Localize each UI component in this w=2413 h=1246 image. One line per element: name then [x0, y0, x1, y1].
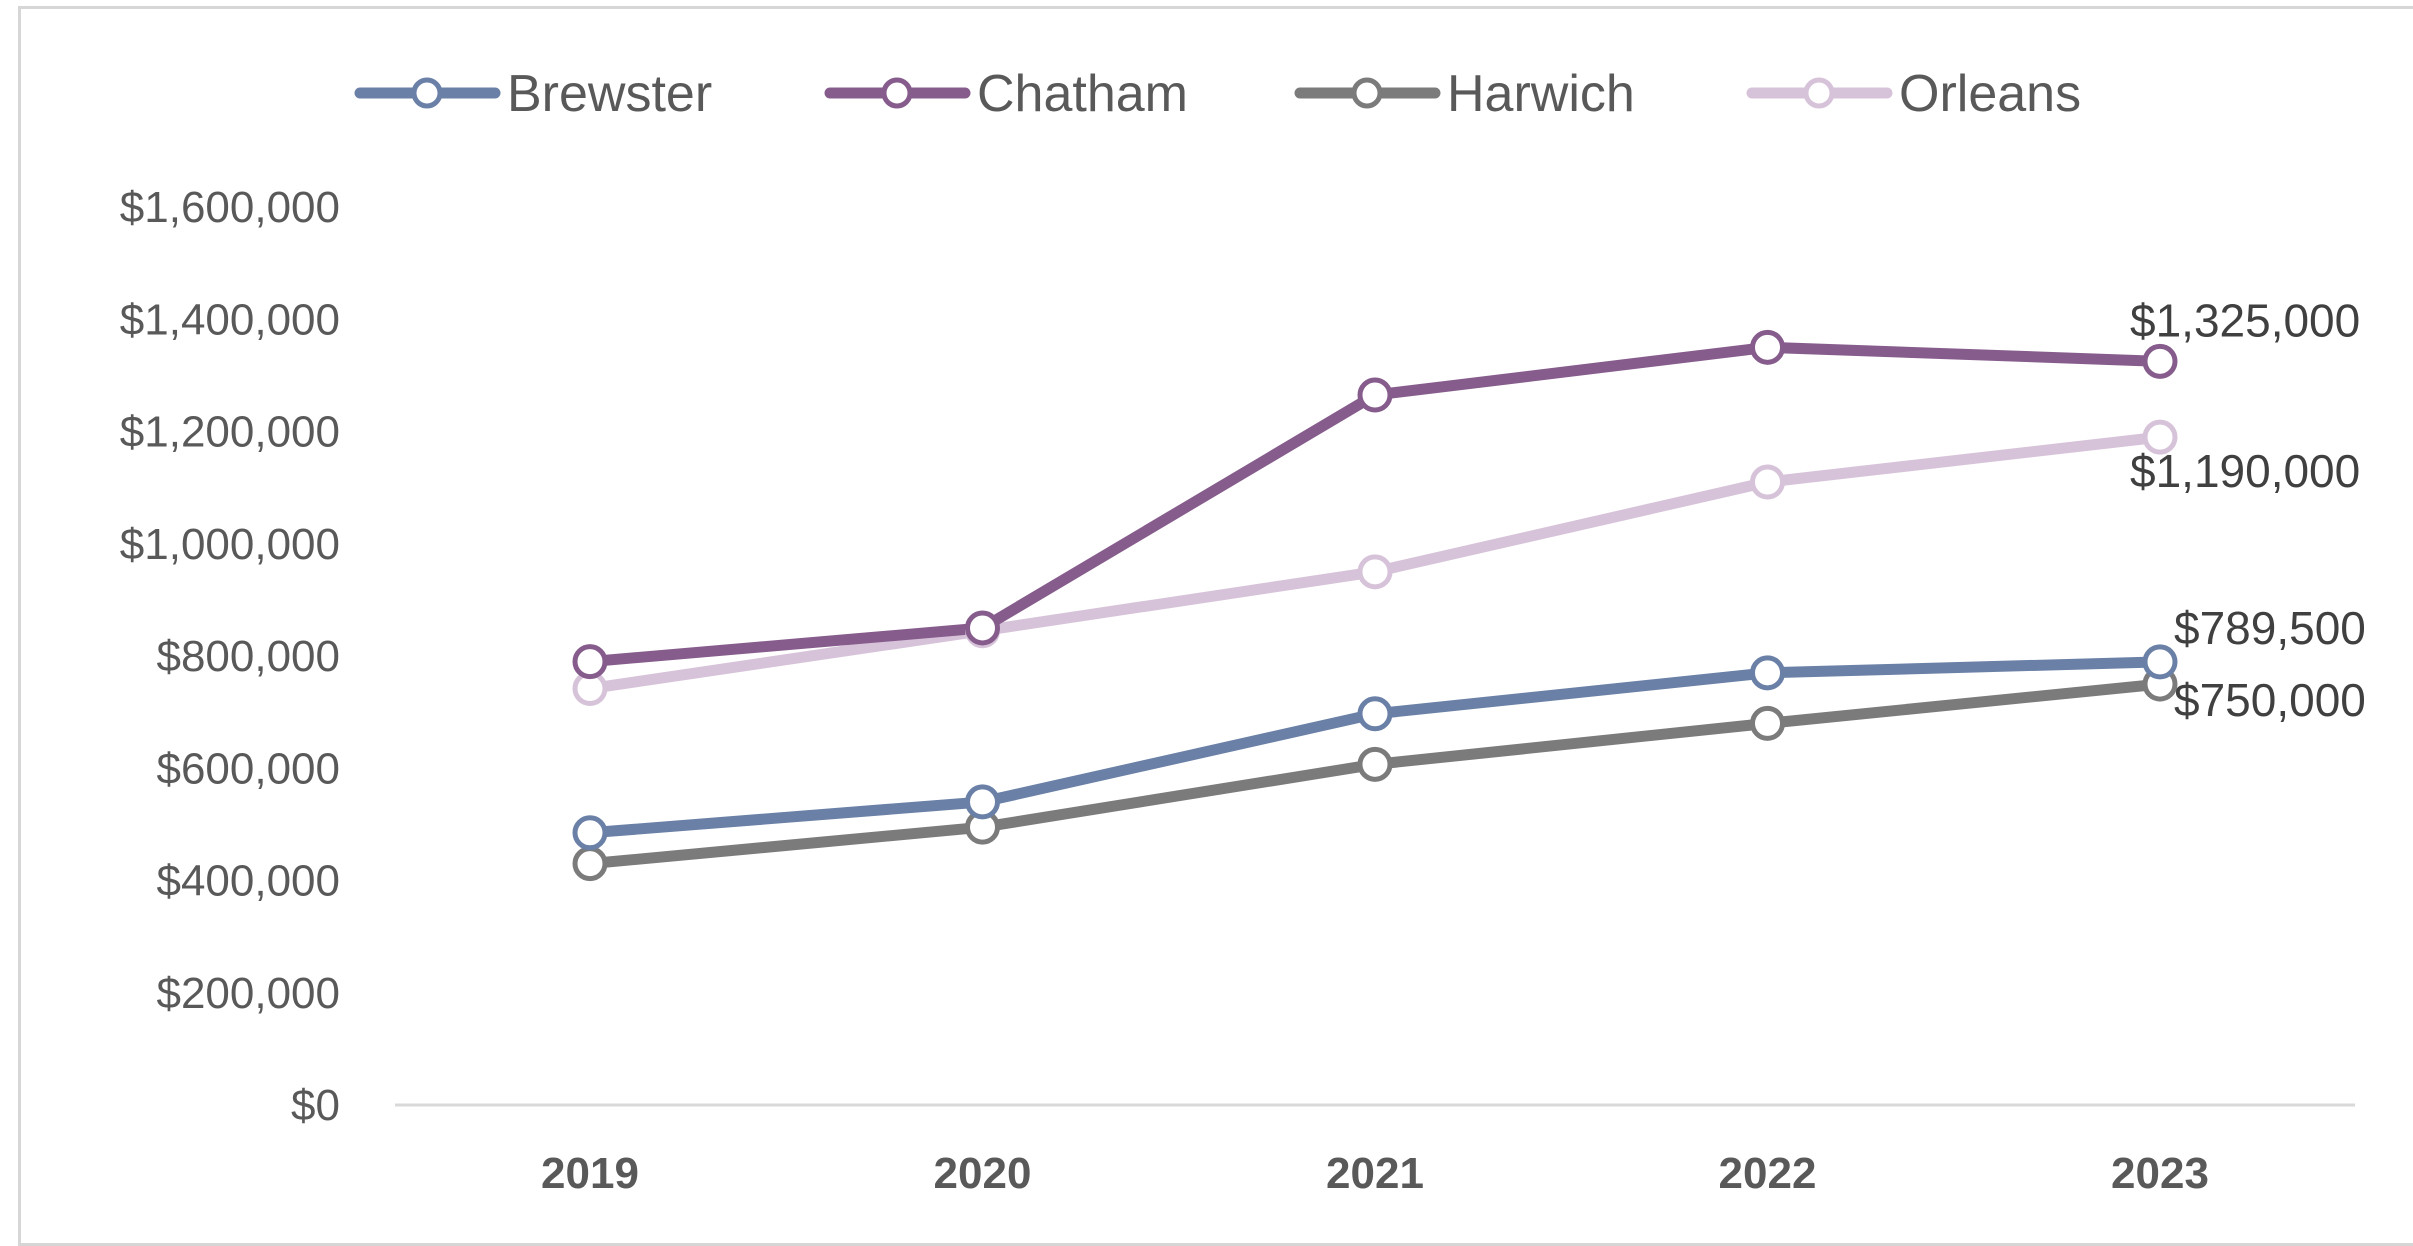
data-point-brewster — [1357, 696, 1393, 732]
x-tick-label: 2021 — [1326, 1149, 1424, 1198]
data-point-harwich — [1750, 705, 1785, 741]
data-point-orleans — [1750, 464, 1785, 500]
y-tick-label: $600,000 — [156, 744, 340, 793]
y-tick-label: $0 — [291, 1081, 340, 1130]
legend-label-chatham: Chatham — [977, 65, 1188, 123]
data-label-orleans: $1,190,000 — [2130, 445, 2360, 497]
legend-swatch-marker — [881, 77, 913, 109]
data-point-harwich — [572, 846, 608, 882]
chart-frame — [18, 6, 2413, 1246]
data-point-chatham — [1357, 377, 1393, 413]
legend-label-orleans: Orleans — [1899, 65, 2081, 123]
y-tick-label: $400,000 — [156, 857, 340, 906]
legend-swatch-marker — [411, 77, 443, 109]
data-point-chatham — [1750, 329, 1785, 365]
data-point-brewster — [572, 815, 608, 851]
data-label-brewster: $789,500 — [2174, 602, 2366, 654]
data-point-brewster — [965, 784, 1000, 820]
legend-swatch-marker — [1803, 77, 1835, 109]
x-tick-label: 2020 — [934, 1149, 1032, 1198]
x-tick-label: 2022 — [1719, 1149, 1817, 1198]
legend-label-brewster: Brewster — [507, 65, 712, 123]
data-point-chatham — [965, 610, 1000, 646]
data-point-chatham — [572, 644, 608, 680]
data-label-harwich: $750,000 — [2174, 674, 2366, 726]
data-label-chatham: $1,325,000 — [2130, 294, 2360, 346]
y-tick-label: $800,000 — [156, 632, 340, 681]
data-point-brewster — [1750, 655, 1785, 691]
y-tick-label: $1,600,000 — [120, 183, 340, 232]
legend-label-harwich: Harwich — [1447, 65, 1635, 123]
data-point-orleans — [1357, 554, 1393, 590]
y-tick-label: $1,000,000 — [120, 520, 340, 569]
data-point-orleans — [2142, 419, 2178, 455]
data-point-brewster — [2142, 644, 2178, 680]
x-tick-label: 2019 — [541, 1149, 639, 1198]
y-tick-label: $1,200,000 — [120, 408, 340, 457]
y-tick-label: $200,000 — [156, 969, 340, 1018]
legend-swatch-marker — [1351, 77, 1383, 109]
data-point-chatham — [2142, 343, 2178, 379]
x-tick-label: 2023 — [2111, 1149, 2209, 1198]
y-tick-label: $1,400,000 — [120, 295, 340, 344]
data-point-harwich — [1357, 746, 1393, 782]
